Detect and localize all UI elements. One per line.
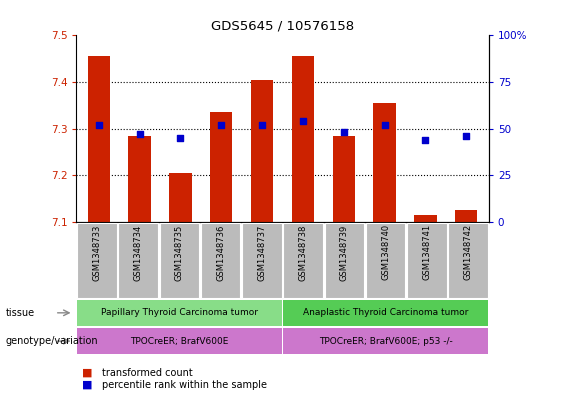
Text: GSM1348738: GSM1348738 xyxy=(299,224,307,281)
Bar xyxy=(292,56,314,222)
Bar xyxy=(77,223,117,298)
Text: GSM1348740: GSM1348740 xyxy=(381,224,390,281)
Bar xyxy=(128,136,151,222)
Text: GSM1348734: GSM1348734 xyxy=(134,224,142,281)
Text: GSM1348739: GSM1348739 xyxy=(340,224,349,281)
Bar xyxy=(448,223,488,298)
Text: genotype/variation: genotype/variation xyxy=(6,336,98,346)
Point xyxy=(176,135,185,141)
Point xyxy=(94,122,103,128)
Text: Anaplastic Thyroid Carcinoma tumor: Anaplastic Thyroid Carcinoma tumor xyxy=(303,309,468,317)
Point xyxy=(421,137,430,143)
Point xyxy=(339,129,348,136)
Text: Papillary Thyroid Carcinoma tumor: Papillary Thyroid Carcinoma tumor xyxy=(101,309,258,317)
Text: GSM1348737: GSM1348737 xyxy=(258,224,266,281)
Point xyxy=(380,122,389,128)
Text: ■: ■ xyxy=(82,368,93,378)
Bar xyxy=(242,223,282,298)
Bar xyxy=(324,223,364,298)
Bar xyxy=(283,223,323,298)
Bar xyxy=(118,223,158,298)
Bar xyxy=(407,223,447,298)
Text: GSM1348741: GSM1348741 xyxy=(423,224,431,281)
Bar xyxy=(455,210,477,222)
Bar xyxy=(77,329,282,354)
Point xyxy=(462,133,471,139)
Point xyxy=(298,118,307,124)
Bar xyxy=(333,136,355,222)
Text: GSM1348742: GSM1348742 xyxy=(464,224,472,281)
Bar xyxy=(283,329,488,354)
Bar xyxy=(414,215,437,222)
Text: TPOCreER; BrafV600E; p53 -/-: TPOCreER; BrafV600E; p53 -/- xyxy=(319,337,453,345)
Bar xyxy=(77,300,282,325)
Bar xyxy=(373,103,396,222)
Bar xyxy=(169,173,192,222)
Text: TPOCreER; BrafV600E: TPOCreER; BrafV600E xyxy=(130,337,229,345)
Bar xyxy=(201,223,241,298)
Text: tissue: tissue xyxy=(6,308,35,318)
Point xyxy=(258,122,267,128)
Bar xyxy=(88,56,110,222)
Bar xyxy=(159,223,199,298)
Point xyxy=(135,131,144,138)
Text: GSM1348735: GSM1348735 xyxy=(175,224,184,281)
Bar xyxy=(251,80,273,222)
Bar xyxy=(210,112,232,222)
Bar xyxy=(366,223,406,298)
Text: ■: ■ xyxy=(82,380,93,390)
Text: GSM1348733: GSM1348733 xyxy=(93,224,101,281)
Bar xyxy=(283,300,488,325)
Text: GSM1348736: GSM1348736 xyxy=(216,224,225,281)
Text: transformed count: transformed count xyxy=(102,368,193,378)
Title: GDS5645 / 10576158: GDS5645 / 10576158 xyxy=(211,20,354,33)
Point xyxy=(217,122,226,128)
Text: percentile rank within the sample: percentile rank within the sample xyxy=(102,380,267,390)
